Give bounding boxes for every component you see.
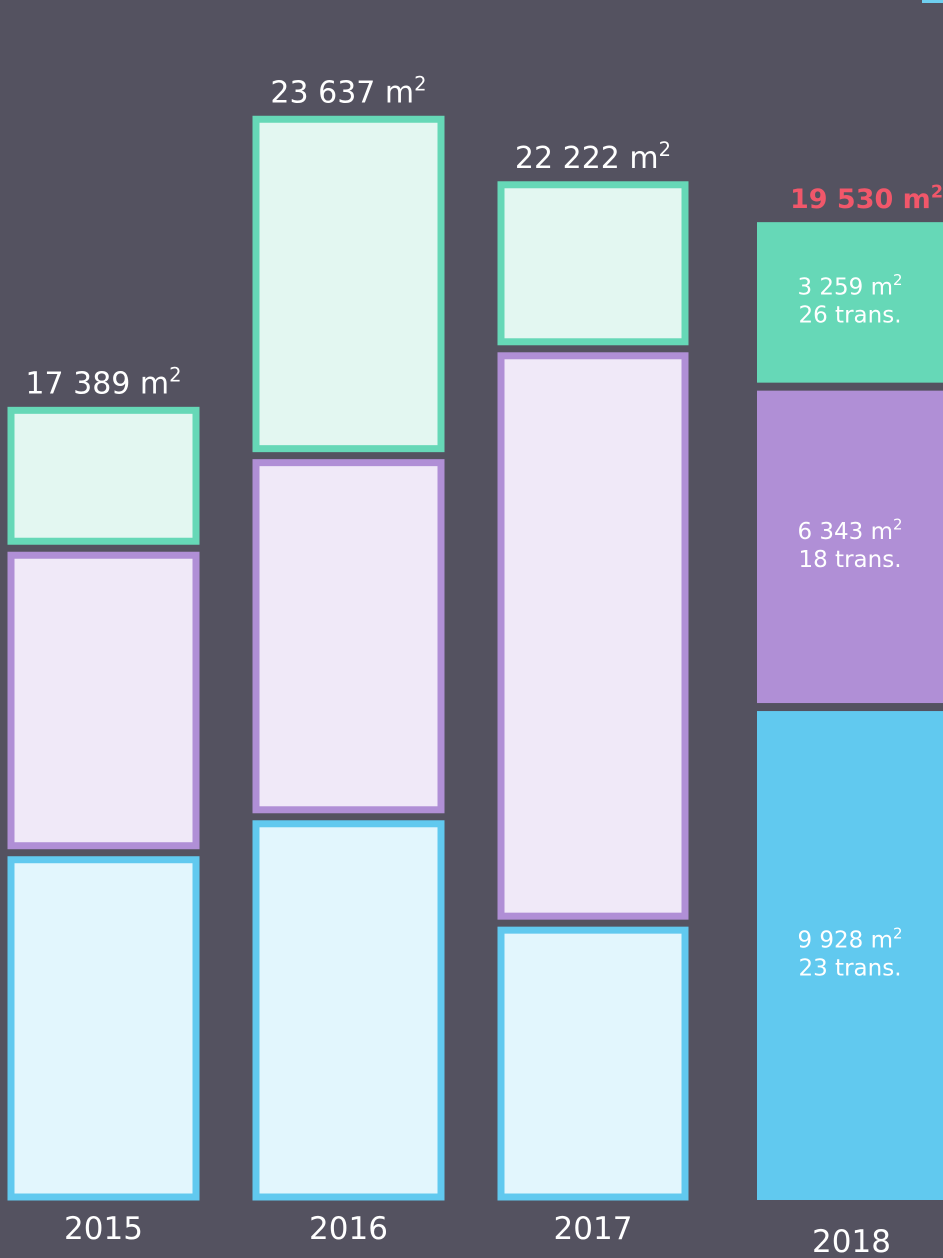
bar-segment-2018-series-0 <box>757 711 943 1200</box>
segment-transactions-2018-series-0: 23 trans. <box>798 956 901 982</box>
bar-segment-2017-series-0 <box>497 926 689 1201</box>
segment-transactions-2018-series-2: 26 trans. <box>798 302 901 328</box>
bar-segment-2017-series-1 <box>497 352 689 920</box>
bar-segment-2018-series-2 <box>757 222 943 383</box>
total-label-2017: 22 222 m2 <box>515 138 671 176</box>
bar-segment-2016-series-1 <box>252 459 445 814</box>
category-label-2015: 2015 <box>64 1211 143 1247</box>
bar-segment-2015-series-1 <box>7 551 200 850</box>
segment-value-2018-series-1: 6 343 m2 <box>797 516 902 545</box>
bar-segment-2017-series-2 <box>497 181 689 346</box>
bar-segment-2015-series-0 <box>7 856 200 1201</box>
bar-segment-2016-series-2 <box>252 115 445 453</box>
bar-segment-2018-series-1 <box>757 390 943 704</box>
bar-segment-2016-series-0 <box>252 820 445 1201</box>
category-label-2017: 2017 <box>554 1211 633 1247</box>
category-label-2018: 2018 <box>812 1224 891 1258</box>
total-label-2018: 19 530 m2 <box>790 182 943 215</box>
total-label-2015: 17 389 m2 <box>25 363 181 401</box>
bar-segment-2015-series-2 <box>7 406 200 545</box>
segment-transactions-2018-series-1: 18 trans. <box>798 547 901 573</box>
segment-value-2018-series-2: 3 259 m2 <box>797 271 902 300</box>
category-label-2016: 2016 <box>309 1211 388 1247</box>
total-label-2016: 23 637 m2 <box>270 72 426 110</box>
segment-value-2018-series-0: 9 928 m2 <box>797 924 902 953</box>
top-accent-line <box>922 0 943 3</box>
